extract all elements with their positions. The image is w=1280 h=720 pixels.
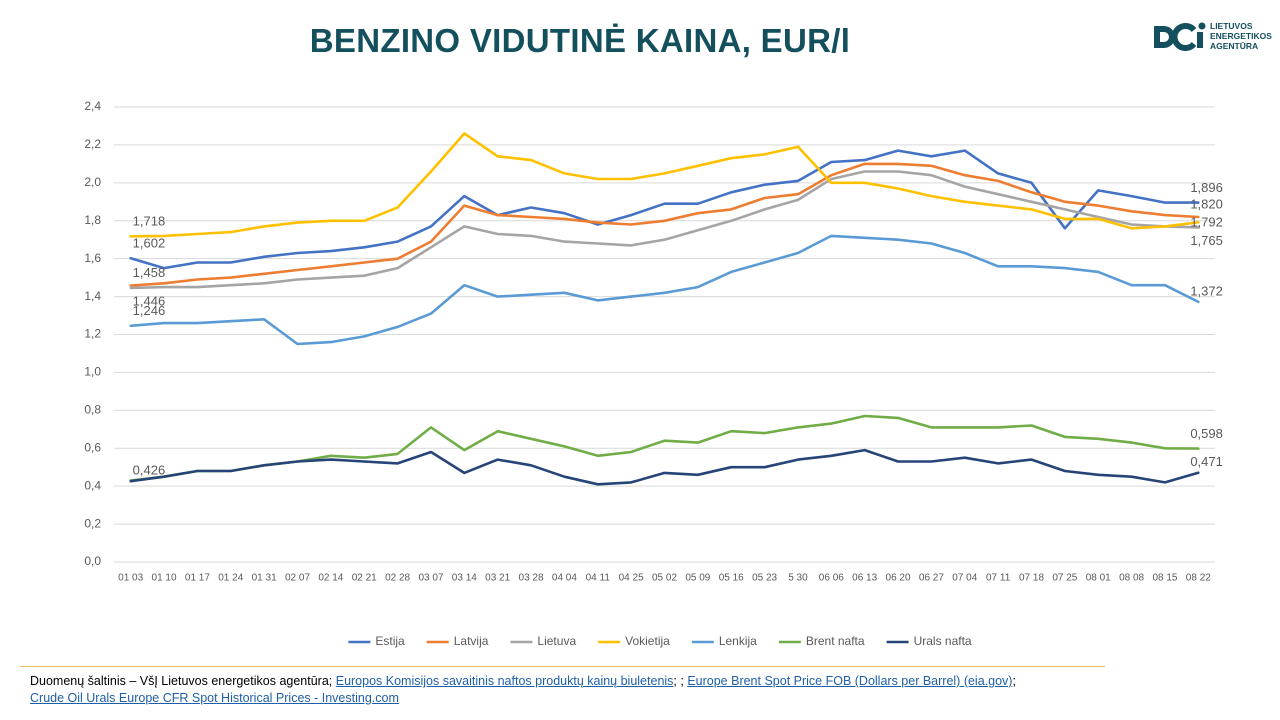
data-label: 1,602 — [133, 236, 166, 251]
y-tick-label: 0,4 — [84, 478, 101, 492]
series-line — [129, 170, 1200, 290]
x-tick-label: 07 25 — [1052, 573, 1077, 584]
data-label: 1,896 — [1190, 180, 1223, 195]
data-label: 1,792 — [1190, 215, 1223, 230]
legend-label: Urals nafta — [914, 634, 972, 648]
x-tick-label: 05 16 — [719, 573, 744, 584]
logo-line: ENERGETIKOS — [1210, 31, 1272, 41]
source-text: ; — [1012, 674, 1016, 688]
legend-item: Brent nafta — [778, 634, 865, 648]
x-tick-label: 07 18 — [1019, 573, 1044, 584]
x-tick-label: 02 21 — [352, 573, 377, 584]
x-tick-label: 01 17 — [185, 573, 210, 584]
source-text: ; ; — [673, 674, 688, 688]
x-tick-label: 08 15 — [1152, 573, 1177, 584]
y-tick-label: 0,8 — [84, 403, 101, 417]
x-tick-label: 04 25 — [619, 573, 644, 584]
x-tick-label: 03 28 — [519, 573, 544, 584]
y-tick-label: 2,4 — [84, 99, 101, 113]
x-tick-label: 03 14 — [452, 573, 477, 584]
series-line — [129, 162, 1200, 287]
logo — [1154, 22, 1206, 51]
x-tick-label: 08 01 — [1086, 573, 1111, 584]
x-tick-label: 01 10 — [152, 573, 177, 584]
x-tick-label: 05 02 — [652, 573, 677, 584]
x-tick-label: 08 22 — [1186, 573, 1211, 584]
x-tick-label: 02 28 — [385, 573, 410, 584]
source-link[interactable]: Europe Brent Spot Price FOB (Dollars per… — [687, 674, 1013, 688]
logo-text: LIETUVOS ENERGETIKOS AGENTŪRA — [1210, 21, 1272, 51]
legend-item: Vokietija — [598, 634, 670, 648]
source-link[interactable]: Europos Komisijos savaitinis naftos prod… — [335, 674, 674, 688]
legend-item: Latvija — [426, 634, 489, 648]
series-line — [129, 448, 1200, 486]
legend-item: Urals nafta — [886, 634, 972, 648]
y-tick-label: 0,6 — [84, 440, 101, 454]
series-line — [129, 149, 1200, 270]
x-tick-label: 02 07 — [285, 573, 310, 584]
x-tick-label: 06 06 — [819, 573, 844, 584]
data-label: 1,446 — [133, 293, 166, 308]
data-label: 1,820 — [1190, 196, 1223, 211]
x-tick-label: 04 11 — [586, 573, 611, 584]
y-tick-label: 1,8 — [84, 213, 101, 227]
x-tick-label: 02 14 — [318, 573, 343, 584]
data-label: 1,765 — [1190, 233, 1223, 248]
logo-line: AGENTŪRA — [1210, 41, 1259, 51]
legend-label: Brent nafta — [806, 634, 865, 648]
legend-label: Lietuva — [537, 634, 576, 648]
chart-title: BENZINO VIDUTINĖ KAINA, EUR/l — [309, 22, 851, 59]
data-label: 1,246 — [133, 303, 166, 318]
legend-item: Lietuva — [510, 634, 576, 648]
x-tick-label: 07 11 — [986, 573, 1011, 584]
x-tick-label: 06 20 — [886, 573, 911, 584]
legend-item: Estija — [348, 634, 405, 648]
x-tick-label: 03 21 — [485, 573, 510, 584]
y-tick-label: 1,4 — [84, 289, 101, 303]
series-line — [129, 132, 1200, 238]
data-label: 0,426 — [133, 463, 166, 478]
divider — [20, 666, 1105, 667]
data-label: 1,718 — [133, 214, 166, 229]
source-link[interactable]: Crude Oil Urals Europe CFR Spot Historic… — [30, 691, 399, 705]
x-tick-label: 06 13 — [852, 573, 877, 584]
y-tick-label: 1,0 — [84, 365, 101, 379]
x-tick-label: 01 03 — [118, 573, 143, 584]
data-label: 1,458 — [133, 265, 166, 280]
source-text: Duomenų šaltinis – VšĮ Lietuvos energeti… — [30, 674, 336, 688]
legend: Estija Latvija Lietuva Vokietija Lenkija Bren… — [348, 634, 972, 648]
y-tick-label: 0,2 — [84, 516, 101, 530]
series-line — [129, 234, 1200, 346]
data-label: 1,372 — [1190, 283, 1223, 298]
data-label: 0,471 — [1190, 454, 1223, 469]
x-tick-label: 01 31 — [252, 573, 277, 584]
x-tick-label: 07 04 — [952, 573, 977, 584]
x-tick-label: 04 04 — [552, 573, 577, 584]
x-tick-label: 06 27 — [919, 573, 944, 584]
chart: 0,0 0,2 0,4 0,6 0,8 1,0 1,2 1,4 1,6 1,8 2,0 2,2 2,4 0… — [84, 99, 1223, 648]
legend-label: Vokietija — [625, 634, 670, 648]
legend-item: Lenkija — [691, 634, 757, 648]
y-tick-label: 1,6 — [84, 251, 101, 265]
y-tick-label: 2,2 — [84, 137, 101, 151]
x-tick-label: 08 08 — [1119, 573, 1144, 584]
legend-label: Latvija — [454, 634, 489, 648]
x-tick-label: 05 09 — [685, 573, 710, 584]
x-tick-label: 01 24 — [218, 573, 243, 584]
logo-line: LIETUVOS — [1210, 21, 1253, 31]
legend-label: Estija — [375, 634, 405, 648]
y-tick-label: 0,0 — [84, 554, 101, 568]
y-tick-label: 1,2 — [84, 327, 101, 341]
x-tick-label: 03 07 — [418, 573, 443, 584]
y-tick-label: 2,0 — [84, 175, 101, 189]
x-tick-label: 05 23 — [752, 573, 777, 584]
source-note: Duomenų šaltinis – VšĮ Lietuvos energeti… — [30, 673, 1050, 707]
legend-label: Lenkija — [719, 634, 757, 648]
x-tick-label: 5 30 — [788, 573, 808, 584]
data-label: 0,598 — [1190, 426, 1223, 441]
